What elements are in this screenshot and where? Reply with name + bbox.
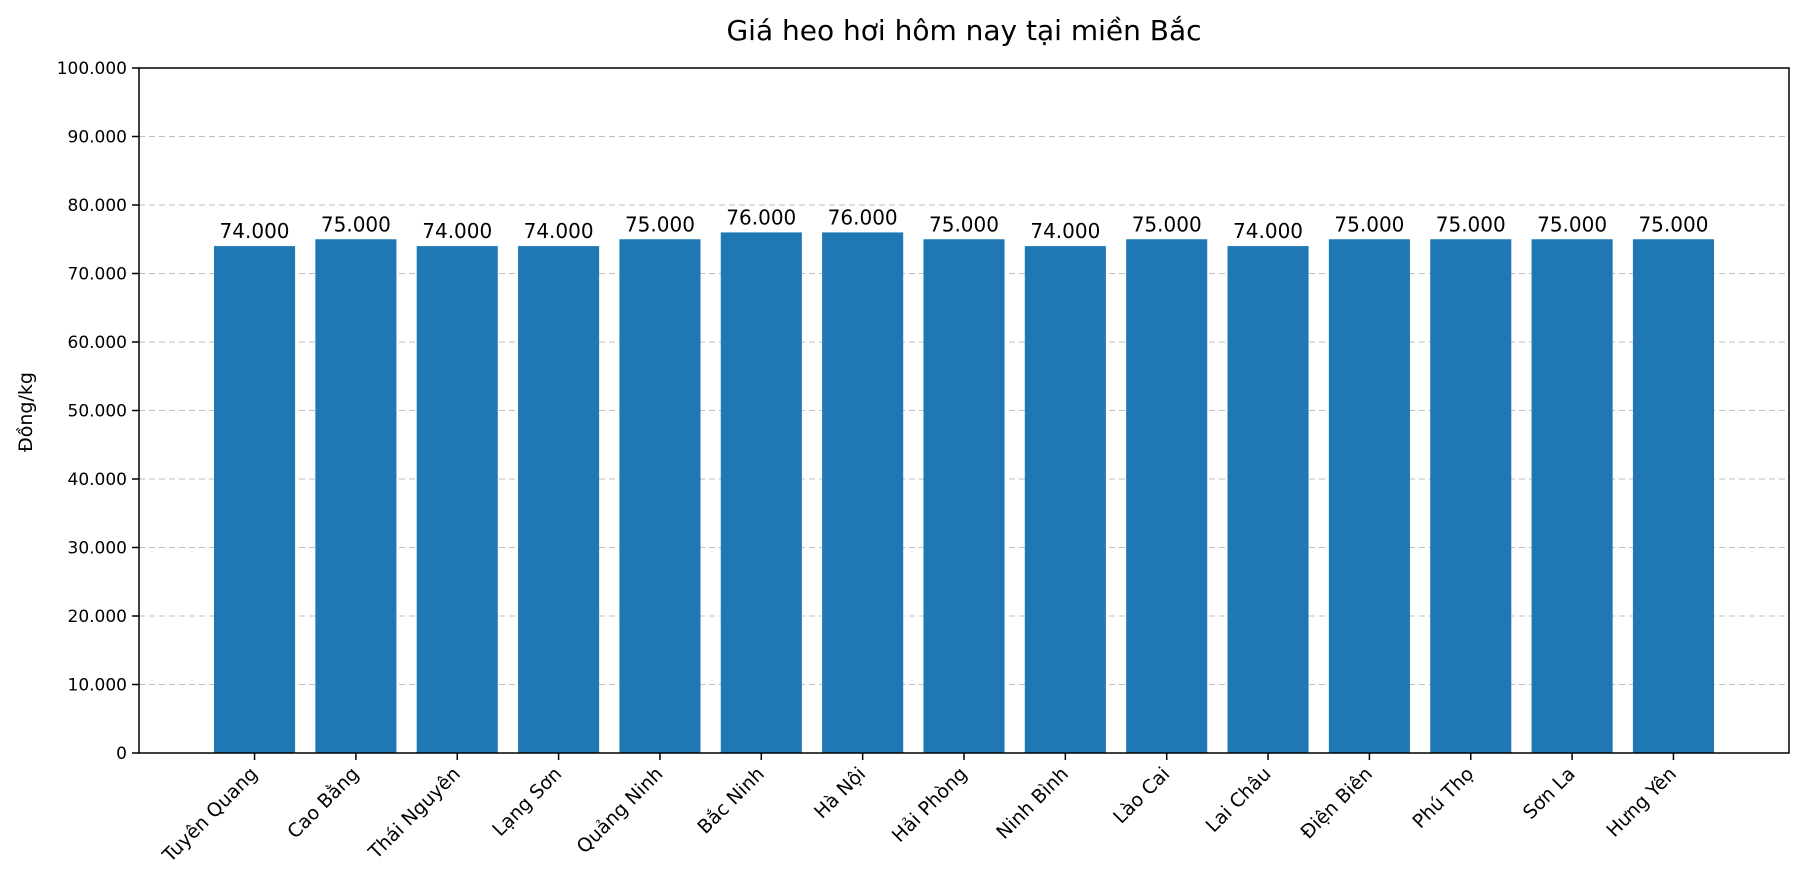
bar [720, 232, 802, 753]
bar-value-label: 74.000 [1030, 219, 1100, 243]
bar [1531, 239, 1613, 753]
bar [315, 239, 397, 753]
y-tick-label: 100.000 [57, 59, 127, 79]
x-tick-label: Bắc Ninh [693, 762, 769, 838]
bar-value-label: 75.000 [1132, 212, 1202, 236]
y-tick-label: 40.000 [68, 470, 127, 490]
bar [619, 239, 701, 753]
x-axis-ticks: Tuyên Quang Cao Bằng Thái Nguyên Lạng Sơn Qu… [158, 753, 1681, 867]
bar [1126, 239, 1208, 753]
y-tick-label: 10.000 [68, 676, 127, 696]
bar [1430, 239, 1512, 753]
y-tick-label: 30.000 [68, 539, 127, 559]
bar-value-label: 75.000 [929, 212, 999, 236]
x-tick-label: Phú Thọ [1408, 763, 1478, 833]
bar-value-label: 75.000 [1638, 212, 1708, 236]
bar [416, 246, 498, 753]
bar-value-label: 75.000 [321, 212, 391, 236]
x-tick-label: Sơn La [1519, 763, 1580, 824]
bar [822, 232, 904, 753]
bar [1024, 246, 1106, 753]
bar [923, 239, 1005, 753]
bar-value-label: 76.000 [828, 205, 898, 229]
x-tick-label: Tuyên Quang [158, 763, 262, 867]
bar-value-label: 74.000 [422, 219, 492, 243]
bar-value-label: 74.000 [524, 219, 594, 243]
y-tick-label: 20.000 [68, 607, 127, 627]
bar-value-label: 75.000 [1436, 212, 1506, 236]
bar-value-label: 74.000 [220, 219, 290, 243]
x-tick-label: Lào Cai [1109, 763, 1174, 828]
y-tick-label: 60.000 [68, 333, 127, 353]
x-tick-label: Hưng Yên [1602, 763, 1681, 842]
bar [214, 246, 296, 753]
bar-value-label: 76.000 [726, 205, 796, 229]
y-tick-label: 80.000 [68, 196, 127, 216]
x-tick-label: Ninh Bình [992, 763, 1073, 844]
x-tick-label: Thái Nguyên [364, 763, 465, 864]
y-tick-label: 90.000 [68, 128, 127, 148]
bar [1328, 239, 1410, 753]
y-axis-label: Đồng/kg [15, 372, 37, 452]
value-labels: 74.000 75.000 74.000 74.000 75.000 76.000 76.0… [220, 205, 1709, 243]
x-tick-label: Cao Bằng [283, 762, 364, 843]
bars [214, 232, 1714, 753]
y-tick-label: 70.000 [68, 265, 127, 285]
y-tick-label: 0 [116, 744, 127, 764]
y-axis-ticks: 0 10.000 20.000 30.000 40.000 50.000 60.000 70.… [57, 59, 139, 764]
x-tick-label: Hà Nội [810, 763, 870, 823]
bar-value-label: 75.000 [1537, 212, 1607, 236]
x-tick-label: Quảng Ninh [572, 763, 667, 858]
chart-title: Giá heo hơi hôm nay tại miền Bắc [726, 14, 1201, 47]
bar-value-label: 75.000 [625, 212, 695, 236]
bar [1632, 239, 1714, 753]
x-tick-label: Hải Phòng [888, 763, 972, 847]
bar-value-label: 74.000 [1233, 219, 1303, 243]
bar-value-label: 75.000 [1334, 212, 1404, 236]
y-tick-label: 50.000 [68, 402, 127, 422]
x-tick-label: Lai Châu [1202, 763, 1276, 837]
bar [1227, 246, 1309, 753]
bar [518, 246, 600, 753]
x-tick-label: Điện Biên [1296, 763, 1376, 843]
x-tick-label: Lạng Sơn [488, 763, 566, 841]
